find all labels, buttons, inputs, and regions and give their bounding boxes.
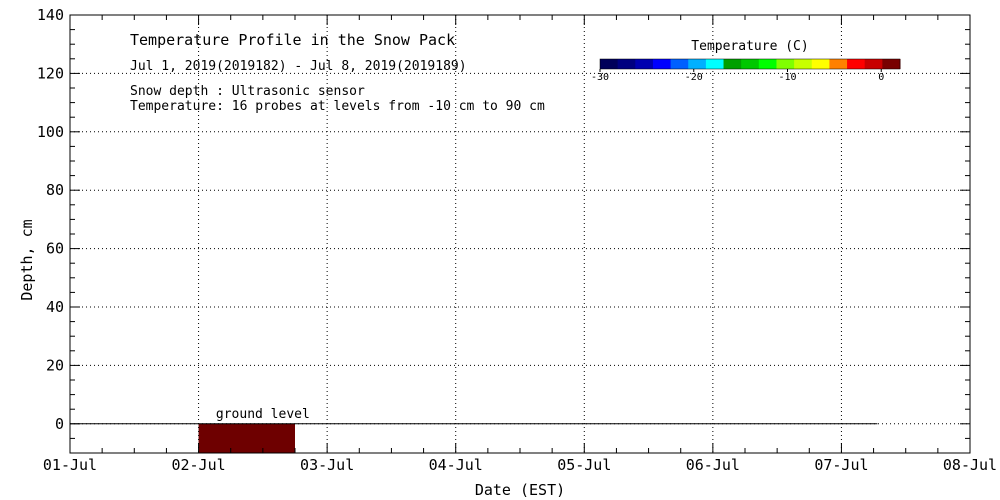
note-snow-depth: Snow depth : Ultrasonic sensor <box>130 84 365 99</box>
ground-level-label: ground level <box>216 407 310 422</box>
y-tick-label: 40 <box>46 298 64 316</box>
date-range: Jul 1, 2019(2019182) - Jul 8, 2019(20191… <box>130 59 467 74</box>
y-tick-label: 120 <box>37 64 64 82</box>
colorbar-swatch <box>847 59 866 69</box>
x-tick-label: 02-Jul <box>171 456 225 474</box>
colorbar-swatch <box>652 59 672 69</box>
colorbar-swatch <box>723 59 742 69</box>
y-tick-label: 60 <box>46 240 64 258</box>
colorbar-swatch <box>882 59 901 69</box>
plot-frame <box>69 14 971 454</box>
ground-level: ground level <box>70 407 878 425</box>
colorbar-swatch <box>829 59 848 69</box>
colorbar-tick-label: 0 <box>878 72 884 83</box>
colorbar-swatch <box>617 59 636 69</box>
grid-lines <box>70 15 970 453</box>
x-tick-label: 04-Jul <box>429 456 483 474</box>
colorbar-swatch <box>811 59 830 69</box>
x-tick-label: 06-Jul <box>686 456 740 474</box>
colorbar-swatch <box>635 59 654 69</box>
heatmap-cell <box>198 423 295 453</box>
x-tick-label: 03-Jul <box>300 456 354 474</box>
heatmap-cells <box>198 423 295 453</box>
y-axis-label: Depth, cm <box>18 219 36 300</box>
y-tick-label: 80 <box>46 181 64 199</box>
colorbar-swatch <box>864 59 883 69</box>
colorbar-swatch <box>776 59 795 69</box>
y-tick-label: 20 <box>46 356 64 374</box>
colorbar-swatch <box>741 59 760 69</box>
x-tick-label: 07-Jul <box>814 456 868 474</box>
colorbar-tick-label: -30 <box>591 72 609 83</box>
axis-ticks: 01-Jul 02-Jul 03-Jul 04-Jul 05-Jul 06-Jul 07-J… <box>37 6 997 474</box>
colorbar-swatch <box>688 59 707 69</box>
y-tick-label: 0 <box>55 415 64 433</box>
chart-title: Temperature Profile in the Snow Pack <box>130 31 455 49</box>
x-tick-label: 01-Jul <box>43 456 97 474</box>
colorbar-swatch <box>670 59 689 69</box>
colorbar-swatch <box>705 59 725 69</box>
colorbar: Temperature (C) -30 -20 -10 0 <box>591 39 901 83</box>
x-tick-label: 05-Jul <box>557 456 611 474</box>
colorbar-swatch <box>600 59 619 69</box>
x-tick-label: 08-Jul <box>943 456 997 474</box>
note-temperature: Temperature: 16 probes at levels from -1… <box>130 99 545 114</box>
colorbar-swatch <box>794 59 813 69</box>
colorbar-tick-label: -20 <box>685 72 703 83</box>
colorbar-swatch <box>758 59 777 69</box>
colorbar-title: Temperature (C) <box>691 39 808 54</box>
x-axis-label: Date (EST) <box>475 481 565 499</box>
y-tick-label: 140 <box>37 6 64 24</box>
y-tick-label: 100 <box>37 123 64 141</box>
colorbar-frame <box>599 58 901 70</box>
colorbar-tick-label: -10 <box>778 72 796 83</box>
